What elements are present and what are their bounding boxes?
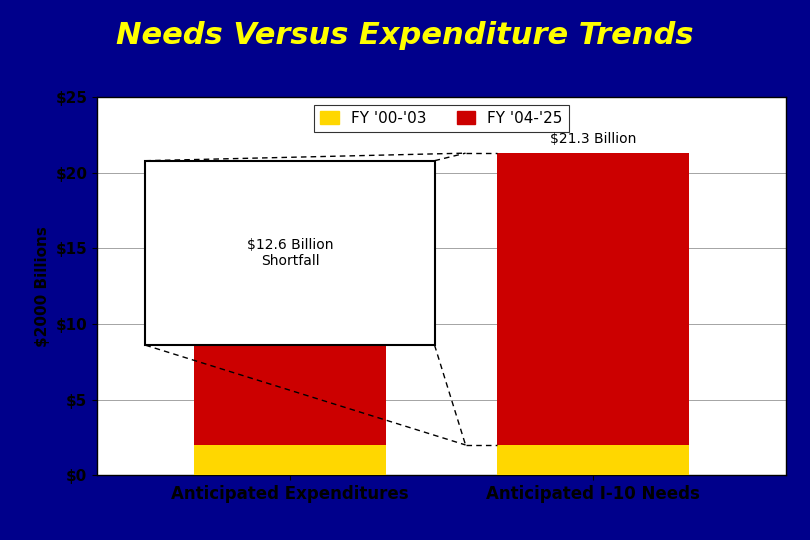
Text: $8.6 Billion: $8.6 Billion: [251, 327, 329, 341]
Text: Needs Versus Expenditure Trends: Needs Versus Expenditure Trends: [117, 21, 693, 50]
Legend: FY '00-'03, FY '04-'25: FY '00-'03, FY '04-'25: [314, 105, 569, 132]
Y-axis label: $2000 Billions: $2000 Billions: [35, 226, 50, 347]
Bar: [497, 445, 689, 475]
Bar: [145, 161, 434, 345]
Bar: [194, 445, 386, 475]
Text: $21.3 Billion: $21.3 Billion: [550, 132, 636, 146]
Bar: [194, 345, 386, 445]
Bar: [497, 153, 689, 445]
Text: $12.6 Billion
Shortfall: $12.6 Billion Shortfall: [247, 238, 333, 268]
